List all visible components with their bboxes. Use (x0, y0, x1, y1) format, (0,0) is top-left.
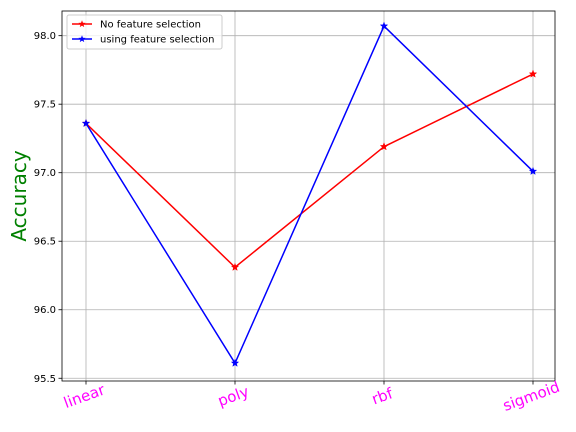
x-tick-label: rbf (369, 384, 396, 408)
y-tick-label: 96.5 (34, 237, 56, 248)
y-tick-label: 95.5 (34, 374, 56, 385)
y-tick-label: 97.0 (34, 168, 56, 179)
legend-label: No feature selection (100, 20, 201, 31)
data-point-star (230, 262, 240, 271)
series-line (85, 24, 534, 365)
y-axis-label: Accuracy (7, 150, 31, 241)
legend-box (66, 14, 223, 50)
tick-labels: linear poly rbf sigmoid 95.5 96.0 96.5 97.0 97.5… (34, 31, 562, 415)
grid (62, 11, 555, 381)
x-tick-label: poly (215, 382, 251, 410)
data-point-star (81, 118, 91, 128)
data-point-star (528, 166, 538, 175)
series-lines (81, 21, 538, 367)
x-tick-label: linear (61, 380, 108, 412)
plot-frame (61, 10, 556, 382)
legend-marker-star (78, 35, 86, 43)
data-point-star (528, 69, 538, 78)
legend-items: No feature selection using feature select… (72, 20, 214, 46)
data-point-star (379, 21, 389, 30)
series-line (85, 73, 534, 269)
y-tick-label: 98.0 (34, 31, 56, 42)
x-tick-label: sigmoid (500, 378, 562, 415)
legend-marker-star (78, 20, 86, 28)
y-tick-label: 96.0 (34, 305, 56, 316)
data-point-star (230, 358, 240, 367)
data-point-star (379, 142, 389, 151)
legend-label: using feature selection (100, 35, 214, 46)
axes (58, 10, 556, 385)
y-tick-label: 97.5 (34, 100, 56, 111)
legend: No feature selection using feature select… (66, 14, 223, 50)
